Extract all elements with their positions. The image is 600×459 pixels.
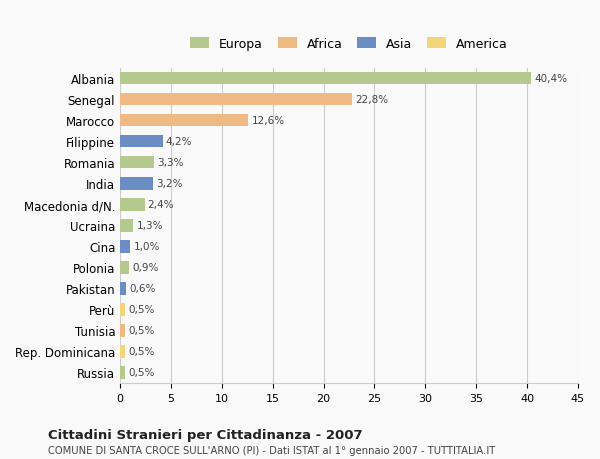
Bar bbox=[120, 135, 163, 148]
Bar bbox=[120, 219, 133, 232]
Text: 1,3%: 1,3% bbox=[136, 221, 163, 231]
Text: 22,8%: 22,8% bbox=[355, 95, 388, 105]
Bar bbox=[120, 345, 125, 358]
Legend: Europa, Africa, Asia, America: Europa, Africa, Asia, America bbox=[187, 34, 512, 54]
Text: 3,2%: 3,2% bbox=[156, 179, 182, 189]
Bar bbox=[120, 303, 125, 316]
Text: 4,2%: 4,2% bbox=[166, 137, 193, 147]
Bar bbox=[120, 178, 152, 190]
Bar bbox=[120, 282, 126, 295]
Bar bbox=[120, 157, 154, 169]
Text: 12,6%: 12,6% bbox=[251, 116, 284, 126]
Bar bbox=[120, 94, 352, 106]
Bar bbox=[120, 115, 248, 127]
Text: 1,0%: 1,0% bbox=[133, 242, 160, 252]
Text: 0,5%: 0,5% bbox=[128, 325, 155, 336]
Text: 3,3%: 3,3% bbox=[157, 158, 183, 168]
Text: COMUNE DI SANTA CROCE SULL'ARNO (PI) - Dati ISTAT al 1° gennaio 2007 - TUTTITALI: COMUNE DI SANTA CROCE SULL'ARNO (PI) - D… bbox=[48, 446, 495, 455]
Text: 0,5%: 0,5% bbox=[128, 368, 155, 378]
Text: 0,6%: 0,6% bbox=[129, 284, 155, 294]
Bar bbox=[120, 366, 125, 379]
Text: Cittadini Stranieri per Cittadinanza - 2007: Cittadini Stranieri per Cittadinanza - 2… bbox=[48, 428, 362, 442]
Text: 0,5%: 0,5% bbox=[128, 347, 155, 357]
Bar bbox=[120, 73, 531, 85]
Bar bbox=[120, 241, 130, 253]
Bar bbox=[120, 198, 145, 211]
Text: 40,4%: 40,4% bbox=[534, 74, 567, 84]
Text: 0,5%: 0,5% bbox=[128, 305, 155, 314]
Bar bbox=[120, 325, 125, 337]
Text: 0,9%: 0,9% bbox=[133, 263, 158, 273]
Bar bbox=[120, 261, 129, 274]
Text: 2,4%: 2,4% bbox=[148, 200, 174, 210]
